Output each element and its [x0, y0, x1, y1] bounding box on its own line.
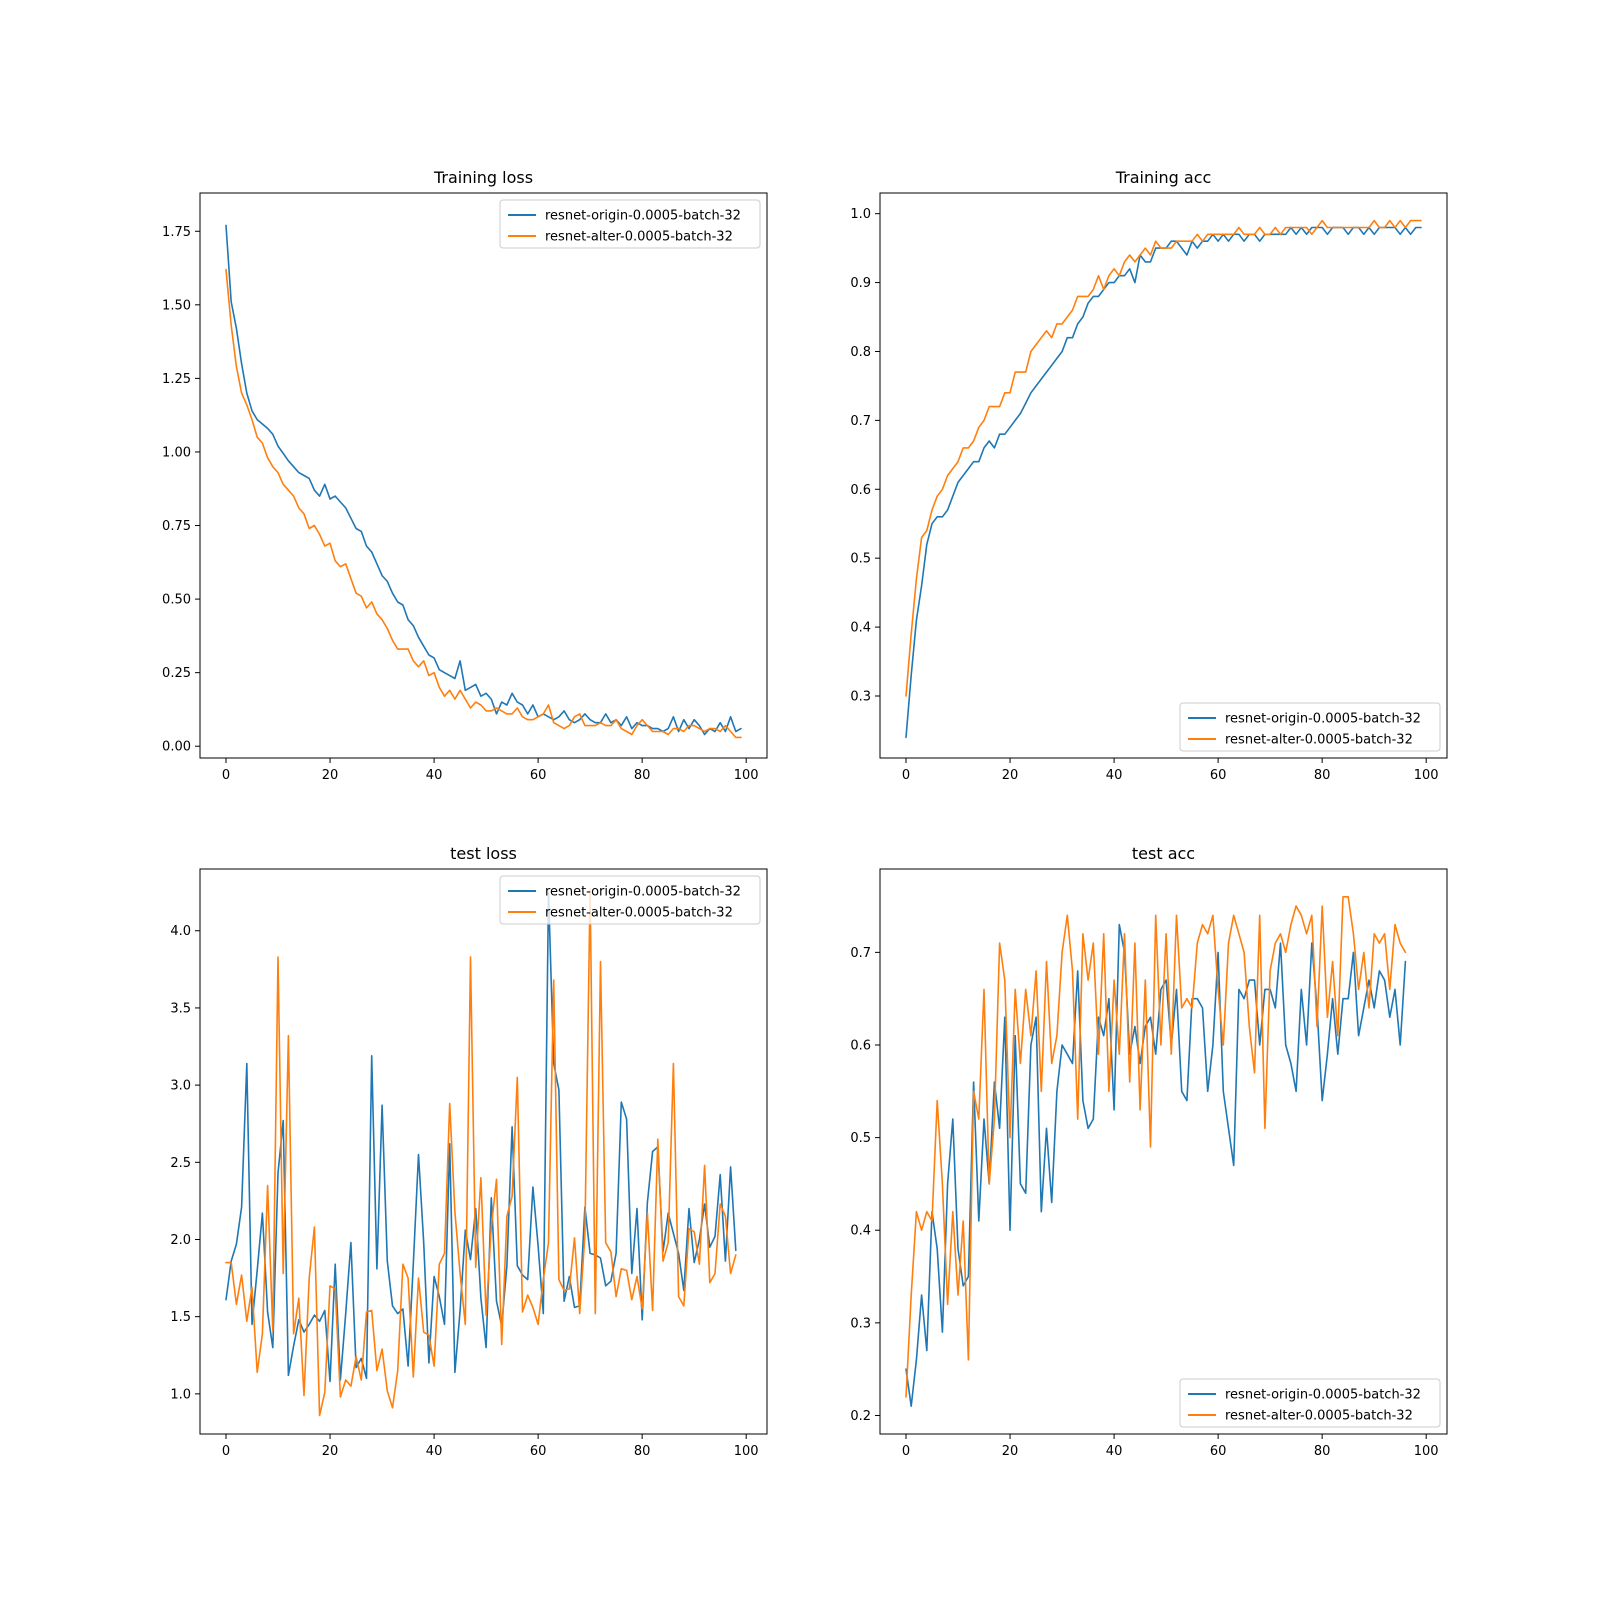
y-tick-label: 0.4: [850, 1224, 871, 1239]
panel-title: Training acc: [1115, 168, 1212, 187]
panel-title: test loss: [450, 844, 517, 863]
legend: resnet-origin-0.0005-batch-32 resnet-alte…: [1179, 1378, 1441, 1428]
y-tick-label: 2.5: [170, 1156, 191, 1171]
x-tick-label: 80: [1314, 768, 1331, 783]
y-tick-label: 0.7: [850, 946, 871, 961]
series-line-alter: [905, 219, 1422, 697]
panel-title: Training loss: [433, 168, 533, 187]
series-line-origin: [905, 226, 1422, 739]
legend-label: resnet-origin-0.0005-batch-32: [1225, 1388, 1421, 1403]
y-tick-label: 0.3: [850, 689, 871, 704]
legend-label: resnet-origin-0.0005-batch-32: [1225, 712, 1421, 727]
y-tick-label: 0.6: [850, 1038, 871, 1053]
test-acc-panel: test acc 0 20 40 60 80 100 0.2 0.3 0.4 0.5 0.6 0.7 re…: [850, 844, 1448, 1459]
y-tick-label: 1.0: [850, 207, 871, 222]
series-line-origin: [905, 923, 1407, 1407]
y-tick-label: 0.75: [162, 519, 191, 534]
y-tick-label: 0.50: [162, 593, 191, 608]
x-tick-label: 80: [1314, 1444, 1331, 1459]
series-line-alter: [905, 896, 1407, 1398]
x-tick-label: 0: [902, 1444, 910, 1459]
legend-label: resnet-origin-0.0005-batch-32: [545, 209, 741, 224]
legend-label: resnet-alter-0.0005-batch-32: [545, 230, 733, 245]
plot-frame: [879, 868, 1448, 1435]
x-tick-label: 60: [530, 768, 547, 783]
series-line-origin: [225, 224, 742, 736]
y-tick-label: 1.0: [170, 1387, 191, 1402]
y-tick-label: 0.4: [850, 621, 871, 636]
x-tick-label: 60: [1210, 768, 1227, 783]
x-tick-label: 0: [222, 1444, 230, 1459]
y-tick-label: 2.0: [170, 1233, 191, 1248]
legend: resnet-origin-0.0005-batch-32 resnet-alte…: [1179, 702, 1441, 752]
legend: resnet-origin-0.0005-batch-32 resnet-alte…: [499, 199, 761, 249]
legend-label: resnet-origin-0.0005-batch-32: [545, 885, 741, 900]
x-tick-label: 20: [322, 1444, 339, 1459]
x-tick-label: 40: [1106, 1444, 1123, 1459]
y-tick-label: 0.8: [850, 345, 871, 360]
y-tick-label: 0.5: [850, 1131, 871, 1146]
y-tick-label: 1.75: [162, 225, 191, 240]
y-tick-label: 4.0: [170, 924, 191, 939]
y-tick-label: 0.3: [850, 1316, 871, 1331]
y-tick-label: 3.5: [170, 1001, 191, 1016]
x-tick-label: 40: [426, 768, 443, 783]
x-tick-label: 0: [222, 768, 230, 783]
plot-frame: [199, 192, 768, 759]
y-tick-label: 1.25: [162, 372, 191, 387]
legend-box: [499, 875, 761, 925]
panel-title: test acc: [1132, 844, 1195, 863]
x-tick-label: 60: [1210, 1444, 1227, 1459]
legend-box: [499, 199, 761, 249]
training-loss-panel: Training loss 0 20 40 60 80 100 0.00 0.25 0.50 0.7…: [162, 168, 768, 783]
y-tick-label: 1.50: [162, 298, 191, 313]
x-tick-label: 100: [1414, 768, 1439, 783]
series-line-alter: [225, 268, 742, 739]
y-tick-label: 0.7: [850, 414, 871, 429]
y-tick-label: 3.0: [170, 1079, 191, 1094]
plot-frame: [879, 192, 1448, 759]
x-tick-label: 20: [322, 768, 339, 783]
y-tick-label: 0.00: [162, 740, 191, 755]
legend-label: resnet-alter-0.0005-batch-32: [545, 906, 733, 921]
legend-label: resnet-alter-0.0005-batch-32: [1225, 1409, 1413, 1424]
y-tick-label: 0.9: [850, 276, 871, 291]
legend: resnet-origin-0.0005-batch-32 resnet-alte…: [499, 875, 761, 925]
y-tick-label: 1.5: [170, 1310, 191, 1325]
x-tick-label: 0: [902, 768, 910, 783]
series-line-origin: [225, 891, 737, 1383]
x-tick-label: 100: [734, 768, 759, 783]
y-tick-label: 0.6: [850, 483, 871, 498]
x-tick-label: 20: [1002, 768, 1019, 783]
training-acc-panel: Training acc 0 20 40 60 80 100 0.3 0.4 0.5 0.6 0.7 0…: [850, 168, 1448, 783]
y-tick-label: 0.25: [162, 666, 191, 681]
legend-box: [1179, 702, 1441, 752]
x-tick-label: 80: [634, 1444, 651, 1459]
x-tick-label: 40: [1106, 768, 1123, 783]
x-tick-label: 60: [530, 1444, 547, 1459]
plot-frame: [199, 868, 768, 1435]
series-line-alter: [225, 888, 737, 1417]
x-tick-label: 80: [634, 768, 651, 783]
x-tick-label: 40: [426, 1444, 443, 1459]
x-tick-label: 100: [734, 1444, 759, 1459]
test-loss-panel: test loss 0 20 40 60 80 100 1.0 1.5 2.0 2.5 3.0 3.5 4…: [170, 844, 768, 1459]
y-tick-label: 0.2: [850, 1409, 871, 1424]
legend-label: resnet-alter-0.0005-batch-32: [1225, 733, 1413, 748]
legend-box: [1179, 1378, 1441, 1428]
x-tick-label: 20: [1002, 1444, 1019, 1459]
y-tick-label: 1.00: [162, 445, 191, 460]
y-tick-label: 0.5: [850, 552, 871, 567]
x-tick-label: 100: [1414, 1444, 1439, 1459]
